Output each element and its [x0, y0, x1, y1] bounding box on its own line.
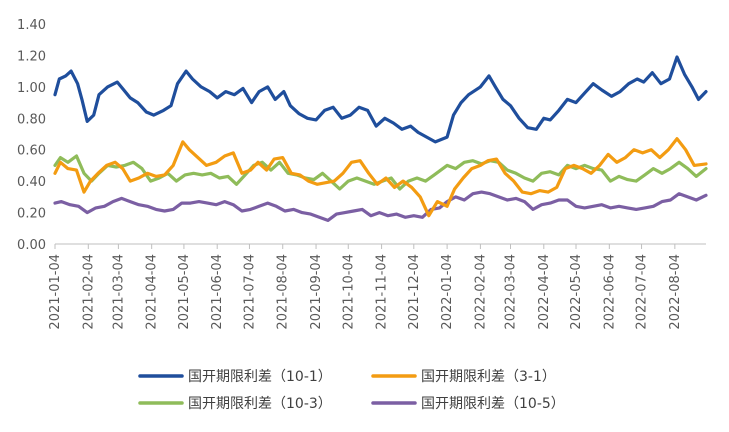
x-tick-label: 2021-07-04 — [242, 254, 257, 330]
legend-label: 国开期限利差（3-1） — [421, 369, 556, 385]
x-tick-label: 2022-02-04 — [473, 254, 488, 330]
series-line — [53, 137, 708, 218]
y-tick-label: 1.40 — [17, 18, 46, 33]
y-tick-label: 0.80 — [17, 112, 46, 127]
legend-label: 国开期限利差（10-3） — [188, 396, 332, 412]
legend: 国开期限利差（10-1） 国开期限利差（3-1） 国开期限利差（10-3） 国开期限利… — [138, 369, 565, 412]
x-tick-label: 2021-06-04 — [210, 254, 225, 330]
series-line — [53, 154, 708, 191]
x-tick-label: 2021-03-04 — [111, 254, 126, 330]
series-layer — [53, 55, 708, 222]
x-tick-label: 2021-11-04 — [375, 254, 390, 330]
legend-label: 国开期限利差（10-5） — [421, 396, 565, 412]
x-tick-label: 2021-02-04 — [81, 254, 96, 330]
y-tick-label: 1.00 — [17, 81, 46, 96]
x-tick-label: 2022-03-04 — [503, 254, 518, 330]
x-tick-label: 2022-06-04 — [602, 254, 617, 330]
x-tick-label: 2021-01-04 — [48, 254, 63, 330]
x-tick-label: 2021-05-04 — [177, 254, 192, 330]
x-axis: 2021-01-04 2021-02-04 2021-03-04 2021-04-04… — [48, 243, 706, 330]
x-tick-label: 2021-10-04 — [341, 254, 356, 330]
legend-label: 国开期限利差（10-1） — [188, 369, 332, 385]
x-tick-label: 2022-01-04 — [440, 254, 455, 330]
y-tick-label: 0.40 — [17, 175, 46, 190]
y-axis: 0.00 0.20 0.40 0.60 0.80 1.00 1.20 1.40 — [17, 18, 46, 253]
y-tick-label: 0.20 — [17, 207, 46, 222]
x-tick-label: 2022-08-04 — [668, 254, 683, 330]
x-tick-label: 2021-09-04 — [309, 254, 324, 330]
x-tick-label: 2022-07-04 — [635, 254, 650, 330]
series-line — [53, 55, 708, 144]
y-tick-label: 0.00 — [17, 238, 46, 253]
x-tick-label: 2021-12-04 — [407, 254, 422, 330]
series-line — [53, 190, 708, 222]
x-tick-label: 2021-04-04 — [145, 254, 160, 330]
x-tick-label: 2022-04-04 — [537, 254, 552, 330]
x-tick-label: 2022-05-04 — [569, 254, 584, 330]
x-tick-label: 2021-08-04 — [276, 254, 291, 330]
y-tick-label: 0.60 — [17, 144, 46, 159]
y-tick-label: 1.20 — [17, 49, 46, 64]
